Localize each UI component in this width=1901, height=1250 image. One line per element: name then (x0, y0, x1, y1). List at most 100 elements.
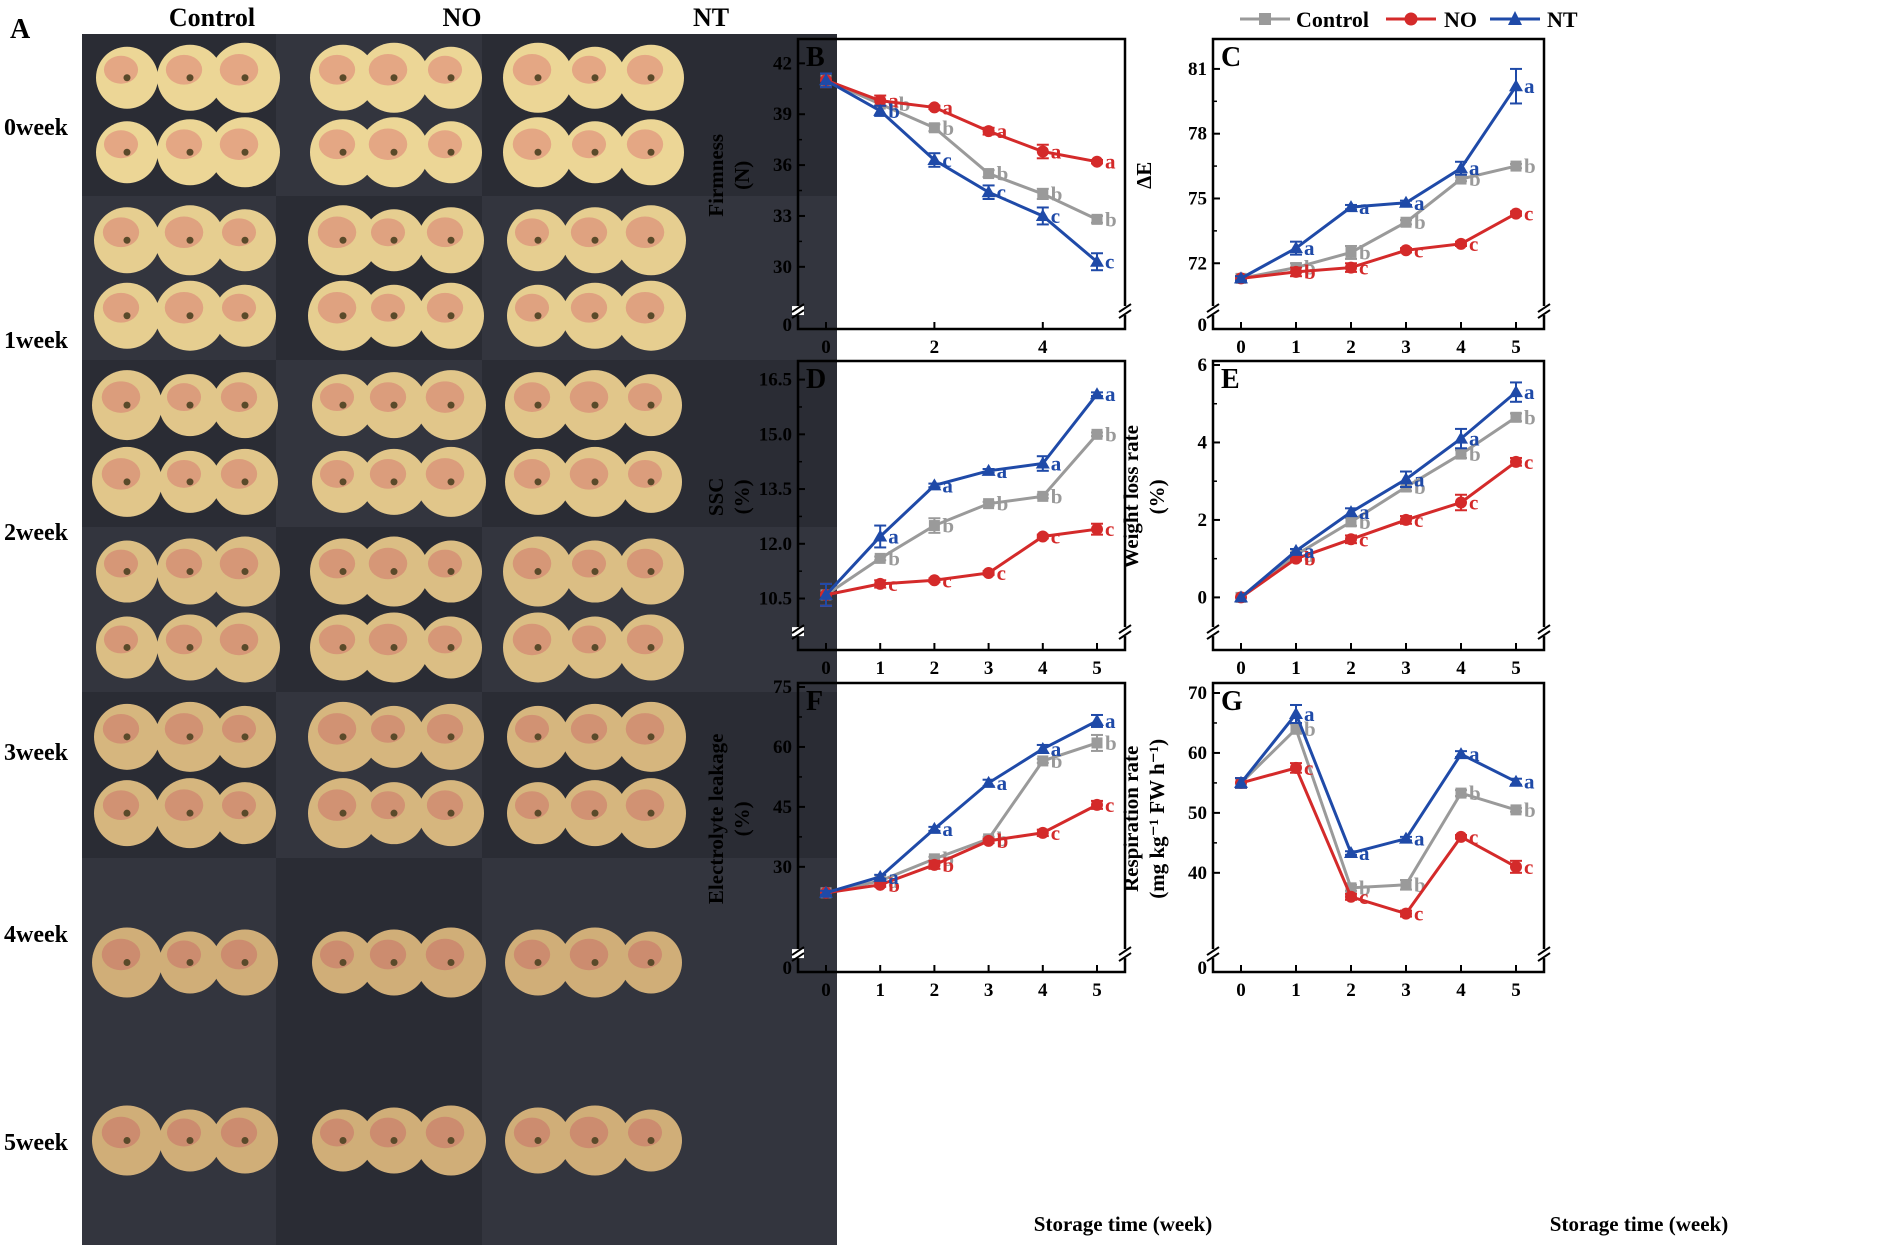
series-line (1240, 164, 1517, 280)
legend-circle-icon (1404, 12, 1418, 26)
y-tick-label: 40 (1188, 863, 1207, 884)
fruit-photos (82, 34, 837, 1245)
significance-letter: a (1105, 150, 1116, 174)
x-tick-label: 4 (1038, 337, 1048, 358)
data-point-triangle (1035, 741, 1050, 754)
peach-stem-cavity (447, 312, 455, 320)
data-point-square (1510, 160, 1522, 172)
y-tick-label: 12.0 (759, 534, 792, 555)
peach-blush (165, 54, 203, 85)
peach-stem-cavity (123, 958, 131, 966)
photo-tile (82, 858, 276, 1245)
x-tick-label: 4 (1038, 658, 1048, 679)
axis-break-gap (1207, 627, 1219, 637)
peach-stem-cavity (534, 809, 542, 817)
data-point-triangle (981, 463, 996, 476)
x-tick-label: 5 (1092, 658, 1102, 679)
data-point-square (1091, 213, 1103, 225)
axis-break-mark (1537, 630, 1551, 640)
axis-break-mark (1118, 309, 1132, 319)
peach-stem-cavity (339, 809, 347, 817)
plot-frame (796, 359, 1127, 652)
y-tick-label: 78 (1188, 124, 1207, 145)
data-point-square (1037, 755, 1049, 767)
data-point-square (1345, 246, 1357, 258)
axis-break-mark (791, 309, 805, 319)
peach-stem-cavity (447, 74, 455, 82)
x-tick-label: 2 (1346, 337, 1356, 358)
y-axis-title: Firmness (704, 134, 728, 217)
data-point-circle (1510, 860, 1522, 873)
data-point-circle (1091, 523, 1103, 536)
peach-blush (625, 713, 665, 745)
significance-letter: a (997, 459, 1008, 483)
peach-blush (221, 218, 257, 247)
photo-tile (276, 858, 482, 1245)
peach-stem-cavity (591, 312, 599, 320)
x-tick-label: 4 (1038, 980, 1048, 1001)
significance-letter: b (1414, 475, 1426, 499)
data-point-circle (982, 566, 995, 579)
row-label-0week: 0week (4, 115, 69, 141)
significance-letter: b (1469, 442, 1481, 466)
x-tick-label: 2 (1346, 980, 1356, 1001)
y-tick-label: 6 (1198, 355, 1208, 376)
peach-stem-cavity (534, 1137, 542, 1145)
x-tick-label: 3 (1401, 658, 1411, 679)
peach-blush (103, 130, 139, 159)
data-point-square (1400, 879, 1412, 891)
peach-stem-cavity (534, 568, 542, 576)
axis-break-mark (1118, 303, 1132, 313)
significance-letter: c (1051, 821, 1060, 845)
peach-blush (427, 549, 463, 578)
peach-stem-cavity (123, 568, 131, 576)
peach-blush (101, 458, 141, 490)
peach-stem-cavity (647, 643, 655, 651)
series-nt: a a a a a (819, 382, 1116, 607)
significance-letter: a (1414, 827, 1425, 851)
peach-blush (102, 790, 140, 821)
x-tick-label: 5 (1092, 980, 1102, 1001)
column-header-nt: NT (693, 3, 729, 32)
peach-blush (569, 458, 609, 490)
peach-blush (425, 458, 465, 490)
data-point-circle (1455, 496, 1467, 509)
data-point-triangle (927, 478, 942, 491)
x-tick-label: 1 (1291, 658, 1301, 679)
peach-stem-cavity (123, 74, 131, 82)
series-no: b b b c c (820, 793, 1114, 899)
data-point-square (983, 498, 995, 510)
peach-stem-cavity (186, 74, 194, 82)
peach-stem-cavity (186, 1137, 194, 1145)
peach-stem-cavity (591, 1137, 599, 1145)
significance-letter: b (1051, 182, 1063, 206)
data-point-square (1037, 188, 1049, 200)
series-line (825, 78, 1098, 221)
significance-letter: a (942, 817, 953, 841)
peach-stem-cavity (123, 312, 131, 320)
y-tick-label: 60 (1188, 743, 1207, 764)
data-point-triangle (1344, 200, 1358, 213)
data-point-triangle (1289, 543, 1303, 556)
peach-stem-cavity (447, 1137, 455, 1145)
peach-stem-cavity (447, 236, 455, 244)
x-tick-label: 1 (875, 980, 885, 1001)
peach-blush (221, 714, 257, 743)
peach-blush (219, 623, 259, 656)
significance-letter: b (1524, 798, 1536, 822)
significance-letter: a (997, 771, 1008, 795)
data-point-triangle (1399, 195, 1413, 208)
axis-break-mark (1118, 630, 1132, 640)
significance-letter: a (997, 119, 1008, 143)
peach-blush (368, 53, 408, 86)
series-line (825, 433, 1099, 597)
y-axis-title: (%) (730, 479, 754, 514)
peach-stem-cavity (647, 568, 655, 576)
peach-stem-cavity (591, 148, 599, 156)
significance-letter: b (1105, 207, 1117, 231)
axis-break-gap (1119, 306, 1131, 316)
